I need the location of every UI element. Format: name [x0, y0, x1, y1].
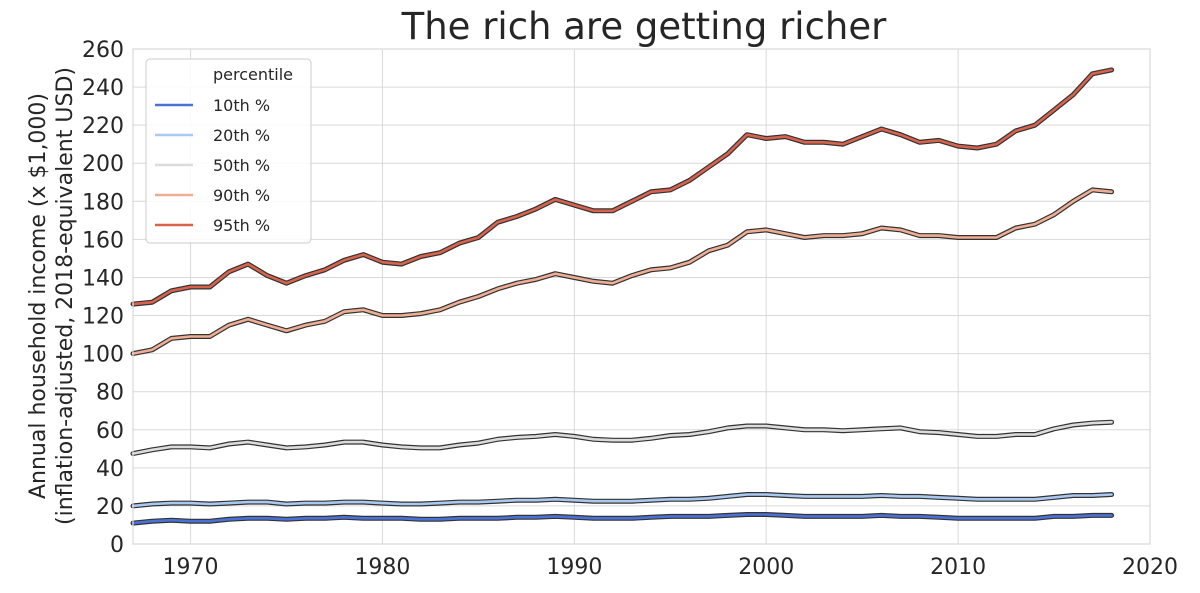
y-tick-label: 160: [82, 228, 124, 253]
plot-area-border: [132, 48, 1151, 545]
legend-label: 95th %: [213, 216, 270, 235]
x-tick-label: 2000: [738, 555, 794, 580]
y-tick-label: 140: [82, 266, 124, 291]
series-20th-line: [130, 492, 1115, 509]
legend-label: 10th %: [213, 96, 270, 115]
y-tick-label: 20: [96, 495, 124, 520]
chart-title: The rich are getting richer: [401, 5, 888, 48]
y-tick-label: 120: [82, 305, 124, 330]
x-tick-label: 1970: [163, 555, 219, 580]
y-tick-label: 240: [82, 76, 124, 101]
x-tick-label: 1980: [354, 555, 410, 580]
series-95th-line: [130, 67, 1115, 307]
y-tick-label: 0: [110, 533, 124, 558]
series-line: [131, 493, 1113, 508]
series-10th-line: [130, 512, 1115, 526]
y-tick-label: 40: [96, 457, 124, 482]
series-50th-line: [130, 419, 1115, 457]
y-axis-label-line-2: (inflation-adjusted, 2018-equivalent USD…: [53, 67, 78, 525]
series-90th-line: [130, 187, 1115, 357]
legend-label: 20th %: [213, 126, 270, 145]
y-tick-label: 100: [82, 343, 124, 368]
x-tick-label: 2020: [1122, 555, 1178, 580]
series-line: [131, 420, 1113, 455]
y-tick-label: 80: [96, 381, 124, 406]
legend-label: 90th %: [213, 186, 270, 205]
series-line: [131, 68, 1113, 306]
legend-title: percentile: [213, 65, 293, 84]
series-line: [131, 188, 1113, 355]
y-axis-label: Annual household income (x $1,000) (infl…: [26, 67, 78, 525]
y-tick-labels: 0 20 40 60 80 100 120 140 160 180 200 220 240 260: [82, 38, 124, 558]
legend: percentile 10th % 20th % 50th % 90th % 95th …: [145, 58, 312, 244]
y-tick-label: 260: [82, 38, 124, 63]
y-tick-label: 200: [82, 152, 124, 177]
x-tick-label: 2010: [930, 555, 986, 580]
y-tick-label: 220: [82, 114, 124, 139]
legend-label: 50th %: [213, 156, 270, 175]
x-tick-label: 1990: [546, 555, 602, 580]
y-tick-label: 60: [96, 419, 124, 444]
series-lines: [130, 67, 1115, 526]
series-outline: [130, 419, 1115, 457]
y-axis-label-line-1: Annual household income (x $1,000): [26, 93, 51, 499]
series-line: [131, 513, 1113, 525]
y-tick-label: 180: [82, 190, 124, 215]
x-tick-labels: 1970 1980 1990 2000 2010 2020: [163, 555, 1178, 580]
